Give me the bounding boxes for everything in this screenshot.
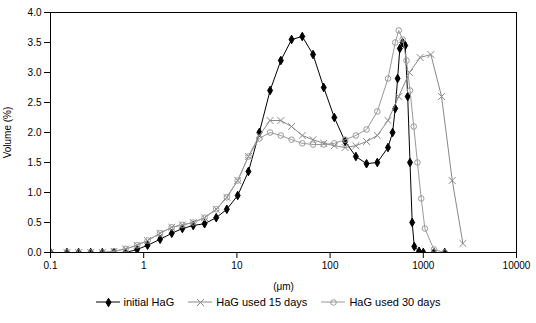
svg-text:100: 100 [322,260,339,271]
svg-text:1.0: 1.0 [28,187,42,198]
svg-text:0.0: 0.0 [28,247,42,258]
svg-text:1000: 1000 [412,260,435,271]
svg-text:1.5: 1.5 [28,157,42,168]
svg-text:2.0: 2.0 [28,127,42,138]
svg-text:0.5: 0.5 [28,217,42,228]
svg-text:Volume (%): Volume (%) [2,107,13,159]
svg-text:3.5: 3.5 [28,37,42,48]
svg-text:10: 10 [231,260,243,271]
svg-text:4.0: 4.0 [28,7,42,18]
html-text:initial HaG: initial HaG [123,296,175,308]
svg-text:10000: 10000 [503,260,531,271]
svg-text:3.0: 3.0 [28,67,42,78]
svg-text:0.1: 0.1 [44,260,58,271]
svg-text:(μm): (μm) [273,281,294,292]
html-text:HaG used 15 days: HaG used 15 days [216,296,308,308]
html-text:HaG used 30 days: HaG used 30 days [349,296,441,308]
svg-text:2.5: 2.5 [28,97,42,108]
svg-text:1: 1 [141,260,147,271]
